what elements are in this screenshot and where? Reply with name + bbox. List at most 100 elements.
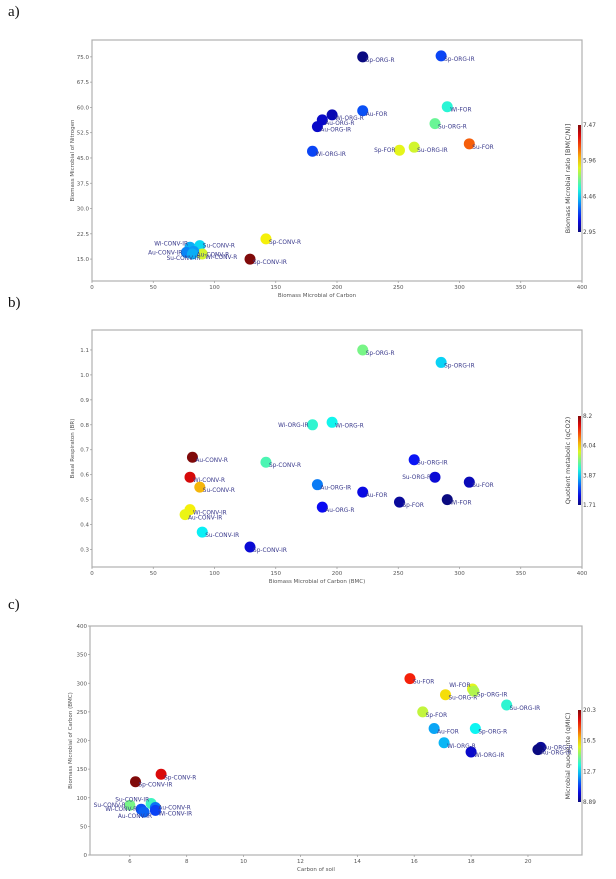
- chart-c-x-tick-label: 16: [411, 859, 418, 865]
- chart-c-y-tick-label: 350: [77, 653, 88, 659]
- chart-b-point: [194, 481, 206, 493]
- chart-a-colorbar-tick-label: 4.46: [583, 194, 596, 200]
- chart-b-point: [408, 454, 420, 466]
- chart-c-point-label: Wi-CONV-IR: [158, 811, 192, 817]
- chart-c-x-tick-label: 10: [240, 859, 247, 865]
- chart-b-point-label: Sp-ORG-R: [366, 351, 395, 357]
- chart-b-point-label: Sp-CONV-IR: [253, 548, 287, 554]
- chart-b-y-tick-label: 1.1: [80, 348, 89, 354]
- chart-a-y-tick-label: 22.5: [77, 232, 90, 238]
- chart-b-point-label: Su-ORG-R: [402, 475, 431, 481]
- chart-c-point-label: Wi-FOR: [449, 683, 470, 689]
- chart-a-point: [244, 253, 256, 265]
- chart-b-point-label: Au-FOR: [366, 493, 388, 499]
- chart-c-point: [138, 806, 150, 818]
- chart-a-y-tick-label: 37.5: [77, 181, 90, 187]
- chart-c-point-label: Au-ORG-IR: [541, 751, 572, 757]
- chart-a-point-label: Su-CONV-R: [203, 244, 235, 250]
- chart-b-x-tick-label: 200: [332, 571, 343, 577]
- chart-c-x-tick-label: 6: [128, 859, 132, 865]
- chart-a-x-tick-label: 150: [271, 285, 282, 291]
- chart-b-point-label: Su-CONV-R: [203, 488, 235, 494]
- chart-a-point-label: Wi-FOR: [450, 108, 471, 114]
- panel-label-a: a): [8, 4, 20, 20]
- chart-c-colorbar-title: Microbial quociente (qMIC): [564, 713, 572, 800]
- chart-b-y-tick-label: 1.0: [80, 373, 89, 379]
- chart-c-point: [149, 804, 161, 816]
- chart-a-point-label: Su-FOR: [472, 145, 493, 151]
- chart-b-y-tick-label: 0.4: [80, 523, 89, 529]
- chart-c-point: [155, 768, 167, 780]
- chart-c-point: [439, 689, 451, 701]
- chart-c-x-tick-label: 8: [185, 859, 189, 865]
- chart-c-point: [532, 744, 544, 756]
- chart-a-point-label: Sp-ORG-IR: [444, 57, 475, 63]
- chart-b-point: [316, 501, 328, 513]
- chart-c-point-label: Au-CONV-R: [158, 805, 190, 811]
- chart-a-point-label: Sp-CONV-IR: [253, 260, 287, 266]
- chart-c-point: [465, 746, 477, 758]
- chart-c-point-label: Sp-ORG-R: [478, 729, 507, 735]
- chart-c-y-tick-label: 150: [77, 767, 88, 773]
- chart-a-point: [429, 118, 441, 130]
- chart-b-y-tick-label: 0.5: [80, 498, 89, 504]
- chart-a-point: [326, 109, 338, 121]
- chart-b-point-label: Wi-ORG-IR: [278, 423, 308, 429]
- chart-b-point-label: Wi-CONV-R: [193, 478, 225, 484]
- chart-c-point-label: Wi-CONV-R: [105, 807, 137, 813]
- chart-b-y-tick-label: 0.9: [80, 398, 89, 404]
- chart-b-point-label: Su-ORG-IR: [417, 461, 448, 467]
- chart-b-point: [429, 471, 441, 483]
- chart-b-x-tick-label: 50: [150, 571, 157, 577]
- chart-c-colorbar: [578, 710, 581, 802]
- chart-b-point: [435, 356, 447, 368]
- chart-a-y-axis-title: Biomass Microbial of Nitrogen: [70, 119, 76, 202]
- chart-a-point-label: Au-CONV-R: [197, 252, 229, 258]
- chart-a-point: [357, 105, 369, 117]
- chart-b-colorbar-tick-label: 1.71: [583, 503, 596, 509]
- chart-a-point-label: Wi-ORG-R: [335, 116, 364, 122]
- chart-b-point: [179, 509, 191, 521]
- chart-b-point-label: Su-FOR: [472, 483, 493, 489]
- chart-b-point: [357, 486, 369, 498]
- chart-c-point: [428, 722, 440, 734]
- chart-c-point: [438, 737, 450, 749]
- chart-b-point-label: Au-CONV-IR: [188, 516, 222, 522]
- chart-c-y-tick-label: 250: [77, 710, 88, 716]
- panel-label-c: c): [8, 597, 20, 613]
- chart-b-point: [186, 451, 198, 463]
- chart-c-point: [468, 685, 480, 697]
- chart-c-colorbar-tick-label: 12.7: [583, 769, 596, 775]
- chart-c-point: [469, 722, 481, 734]
- chart-b-x-tick-label: 400: [577, 571, 588, 577]
- chart-c-point-label: Su-CONV-R: [94, 803, 126, 809]
- chart-b-x-tick-label: 100: [209, 571, 220, 577]
- chart-a-point-label: Su-ORG-R: [438, 125, 467, 131]
- chart-b-point: [196, 526, 208, 538]
- chart-c-point-label: Au-CONV-IR: [118, 814, 152, 820]
- chart-c-y-tick-label: 0: [84, 853, 88, 859]
- chart-a-x-tick-label: 250: [393, 285, 404, 291]
- chart-a-colorbar: [578, 125, 581, 232]
- chart-c-point-label: Su-ORG-IR: [510, 706, 541, 712]
- chart-c-point: [130, 776, 142, 788]
- chart-a-colorbar-tick-label: 2.95: [583, 230, 596, 236]
- chart-a-point-label: Su-CONV-IR: [167, 256, 201, 262]
- chart-c-point-label: Su-FOR: [413, 680, 434, 686]
- chart-a-colorbar-tick-label: 7.47: [583, 123, 596, 129]
- chart-a-x-axis-title: Biomass Microbial of Carbon: [278, 293, 357, 299]
- chart-b-point-label: Wi-CONV-IR: [193, 511, 227, 517]
- chart-c-y-tick-label: 50: [80, 824, 87, 830]
- chart-c-point-label: Wi-ORG-R: [447, 744, 476, 750]
- chart-b-x-tick-label: 0: [90, 571, 94, 577]
- chart-c-colorbar-tick-label: 16.5: [583, 739, 596, 745]
- chart-a-x-tick-label: 350: [516, 285, 527, 291]
- chart-c-y-tick-label: 300: [77, 681, 88, 687]
- chart-c-x-tick-label: 12: [297, 859, 304, 865]
- chart-a-y-tick-label: 75.0: [77, 55, 90, 61]
- chart-a-point-label: Au-ORG-IR: [320, 128, 351, 134]
- chart-c-y-tick-label: 200: [77, 739, 88, 745]
- chart-c-x-tick-label: 14: [354, 859, 361, 865]
- chart-a-point: [441, 101, 453, 113]
